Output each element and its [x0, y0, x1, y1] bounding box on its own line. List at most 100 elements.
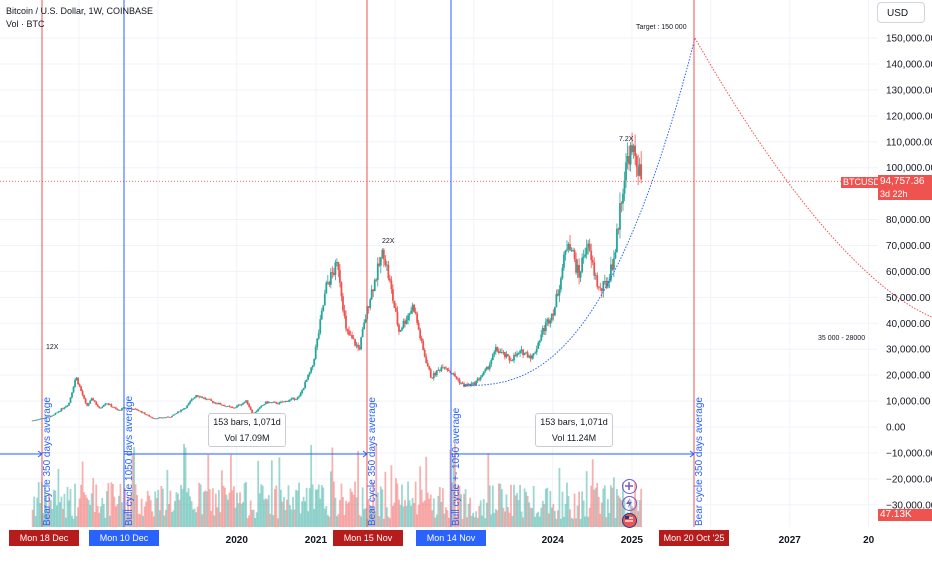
candle-body: [387, 264, 390, 279]
volume-bar: [522, 517, 524, 527]
price-axis[interactable]: 150,000.00 140,000.00 130,000.00 120,000.00…: [886, 34, 932, 512]
volume-bar: [470, 515, 473, 527]
volume-bar: [155, 498, 158, 527]
plus-circle-icon[interactable]: [622, 479, 637, 494]
candle-body: [487, 366, 490, 369]
candle-body: [441, 367, 444, 369]
candle-body: [393, 300, 396, 308]
candle-body: [429, 369, 432, 378]
price-chart[interactable]: Bear cycle 350 days average Bull cycle 10…: [0, 0, 932, 550]
candle-body: [65, 406, 67, 408]
candle-body: [193, 397, 196, 399]
volume-bar: [231, 490, 234, 527]
volume-bar: [92, 478, 95, 527]
volume-bar: [437, 495, 440, 527]
candle-body: [111, 406, 114, 408]
volume-bar: [62, 508, 64, 527]
volume-bar: [58, 502, 61, 527]
volume-bar: [336, 516, 338, 527]
candle-body: [625, 162, 627, 181]
candle-body: [628, 156, 630, 165]
candle-body: [276, 403, 279, 405]
measure-box-2[interactable]: 153 bars, 1,071d Vol 11.24M: [535, 413, 613, 447]
candle-body: [590, 250, 593, 260]
volume-bar: [68, 500, 70, 527]
candle-body: [222, 405, 225, 406]
candle-body: [614, 252, 617, 259]
candle-body: [461, 382, 464, 384]
volume-bar: [214, 493, 217, 527]
volume-bar: [507, 507, 509, 527]
volume-bar: [585, 471, 588, 527]
lightning-circle-icon[interactable]: [622, 496, 637, 511]
volume-bar: [373, 511, 376, 527]
volume-bar: [384, 471, 387, 527]
candle-body: [611, 264, 614, 270]
flag-icon[interactable]: [622, 513, 637, 528]
candle-body: [473, 382, 476, 386]
candle-body: [146, 414, 149, 416]
candle-body: [257, 408, 260, 411]
volume-bar: [236, 492, 238, 527]
multiplier-7x: 7.2X: [619, 136, 634, 143]
volume-bar: [484, 518, 487, 527]
volume-bar: [108, 515, 111, 527]
volume-bar: [543, 503, 546, 527]
candle-body: [255, 410, 258, 413]
candle-body: [475, 380, 478, 386]
volume-bar: [222, 485, 225, 527]
candle-body: [381, 249, 384, 258]
volume-bar: [284, 510, 287, 527]
range-annotation: 35 000 - 28000: [818, 335, 865, 342]
volume-bar: [263, 499, 266, 527]
candle-body: [290, 398, 293, 400]
candle-body: [593, 262, 596, 276]
volume-bar: [435, 514, 438, 527]
volume-bar: [596, 482, 599, 527]
candle-body: [66, 405, 69, 407]
volume-bar: [37, 482, 40, 527]
candle-body: [320, 310, 323, 320]
candle-body: [396, 311, 399, 325]
candle-body: [419, 329, 422, 339]
candle-body: [550, 313, 553, 321]
volume-bar: [134, 484, 137, 527]
candle-body: [543, 328, 546, 332]
volume-bar: [189, 496, 191, 527]
candle-body: [216, 403, 219, 405]
candle-body: [199, 396, 202, 398]
legend-symbol[interactable]: Bitcoin / U.S. Dollar, 1W, COINBASE: [6, 6, 154, 16]
volume-bar: [417, 504, 420, 527]
volume-bar: [193, 508, 196, 527]
volume-bar: [286, 499, 288, 527]
volume-bar: [411, 497, 414, 527]
volume-bar: [570, 517, 573, 527]
volume-bar: [184, 447, 187, 527]
legend-volume[interactable]: Vol · BTC: [6, 19, 45, 29]
target-annotation: Target : 150 000: [636, 24, 687, 31]
candle-body: [58, 411, 61, 412]
candle-body: [457, 378, 459, 380]
volume-bar: [228, 492, 231, 527]
candle-body: [343, 310, 346, 316]
volume-bar: [402, 506, 405, 527]
candle-body: [584, 254, 587, 257]
candle-body: [440, 367, 443, 371]
candle-body: [616, 228, 618, 253]
candle-body: [287, 400, 290, 402]
candle-body: [249, 406, 252, 410]
measure-box-1[interactable]: 153 bars, 1,071d Vol 17.09M: [208, 413, 286, 447]
currency-button[interactable]: USD: [877, 2, 925, 23]
volume-bar: [43, 483, 46, 527]
volume-bar: [364, 508, 367, 527]
candle-body: [62, 408, 64, 410]
candle-body: [113, 407, 116, 409]
candle-body: [372, 289, 375, 291]
volume-bar: [81, 461, 84, 527]
candle-body: [385, 264, 388, 266]
volume-bar: [355, 497, 358, 527]
y-tick-label: 100,000.00: [886, 163, 932, 174]
time-axis[interactable]: 2020 2021 2024 2025 2027 20: [226, 535, 875, 546]
drawing-overlays: Bear cycle 350 days average Bull cycle 10…: [0, 0, 932, 527]
